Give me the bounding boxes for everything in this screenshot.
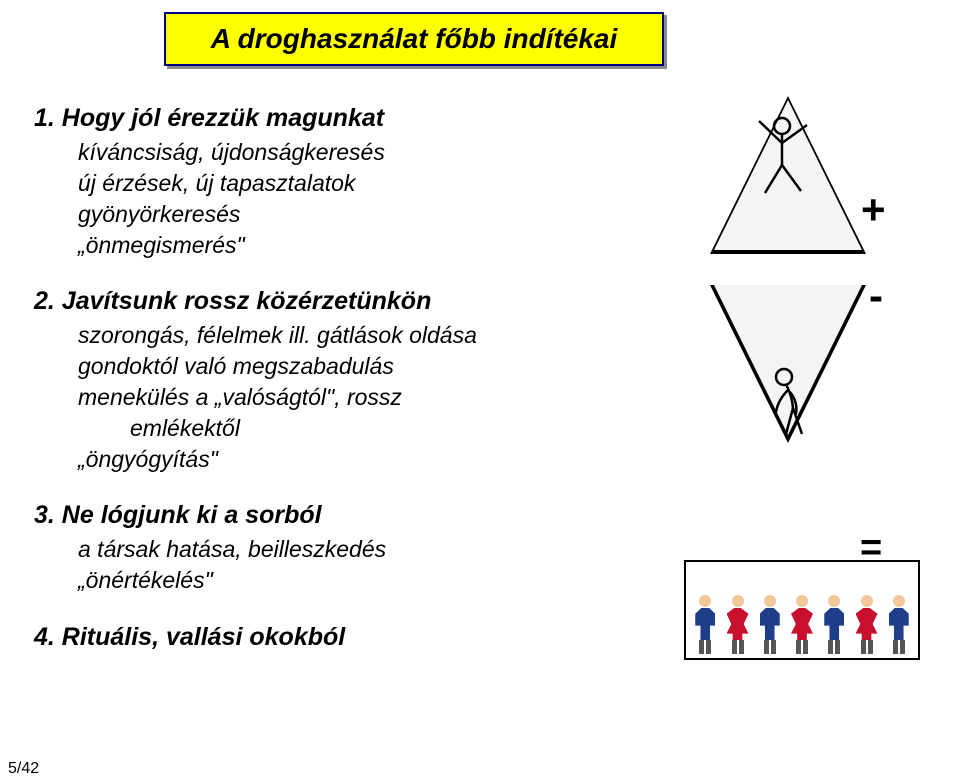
title-text: A droghasználat főbb indítékai — [211, 23, 618, 55]
people-group — [684, 560, 920, 660]
person-icon — [854, 595, 880, 654]
item-sub-text: a társak hatása, beilleszkedés — [78, 534, 634, 565]
person-icon — [692, 595, 718, 654]
person-icon — [757, 595, 783, 654]
title-box: A droghasználat főbb indítékai — [164, 12, 664, 66]
item-sub-text: emlékektől — [130, 413, 634, 444]
person-icon — [821, 595, 847, 654]
person-icon — [789, 595, 815, 654]
item-sub-text: szorongás, félelmek ill. gátlások oldása — [78, 320, 634, 351]
sad-figure-icon — [768, 362, 818, 445]
page-number: 5/42 — [8, 760, 39, 778]
item-heading: 1. Hogy jól érezzük magunkat — [34, 104, 634, 133]
item-heading: 3. Ne lógjunk ki a sorból — [34, 501, 634, 530]
item-sub-text: gondoktól való megszabadulás — [78, 351, 634, 382]
plus-symbol: + — [861, 186, 886, 234]
minus-symbol: - — [869, 272, 883, 320]
item-sub-text: menekülés a „valóságtól", rossz — [78, 382, 634, 413]
item-sub-text: „önmegismerés" — [78, 230, 634, 261]
item-sub-text: új érzések, új tapasztalatok — [78, 168, 634, 199]
item-sub-text: gyönyörkeresés — [78, 199, 634, 230]
item-sub-text: „önértékelés" — [78, 565, 634, 596]
person-icon — [725, 595, 751, 654]
item-heading: 4. Rituális, vallási okokból — [34, 623, 634, 652]
item-heading: 2. Javítsunk rossz közérzetünkön — [34, 287, 634, 316]
content-list: 1. Hogy jól érezzük magunkat kíváncsiság,… — [34, 104, 634, 678]
person-icon — [886, 595, 912, 654]
happy-figure-icon — [747, 113, 817, 204]
item-sub-text: kíváncsiság, újdonságkeresés — [78, 137, 634, 168]
item-sub-text: „öngyógyítás" — [78, 444, 634, 475]
